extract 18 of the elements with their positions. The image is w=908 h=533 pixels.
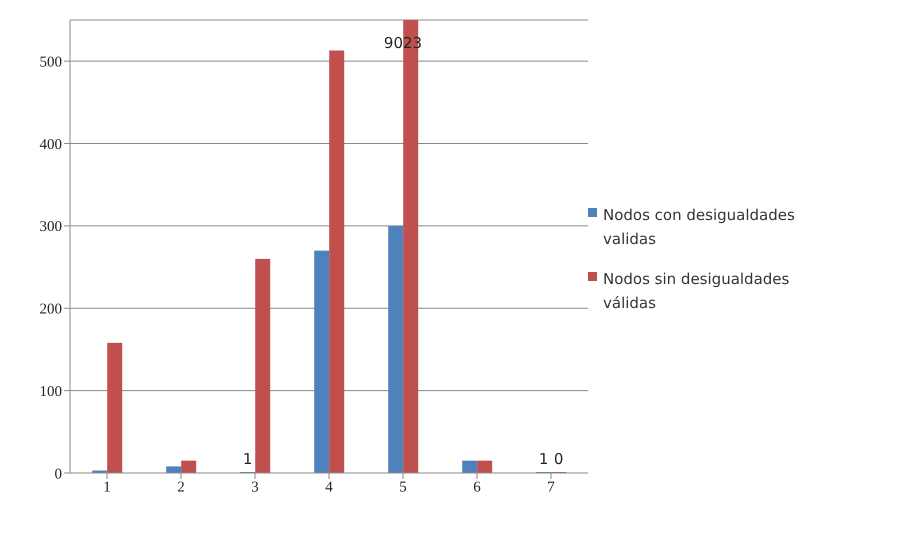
legend-label: Nodos sin desigualdades válidas [603, 268, 790, 314]
x-tick-label: 6 [473, 480, 482, 496]
legend-label: Nodos con desigualdades validas [603, 204, 796, 250]
x-tick-label: 1 [103, 480, 111, 496]
x-tick-label: 4 [325, 480, 334, 496]
x-tick-label: 3 [251, 480, 259, 496]
data-label: 1 [242, 450, 252, 468]
y-tick-label: 100 [40, 384, 62, 400]
x-tick-label: 2 [177, 480, 185, 496]
y-tick-label: 200 [40, 302, 62, 318]
y-tick-label: 400 [40, 136, 62, 153]
data-label: 0 [554, 450, 564, 468]
data-label: 1 [538, 450, 548, 468]
y-tick-label: 500 [40, 54, 62, 71]
x-tick-label: 7 [547, 480, 556, 496]
y-tick-label: 0 [54, 466, 62, 482]
y-tick-label: 300 [40, 219, 62, 236]
x-tick-label: 5 [399, 480, 407, 496]
